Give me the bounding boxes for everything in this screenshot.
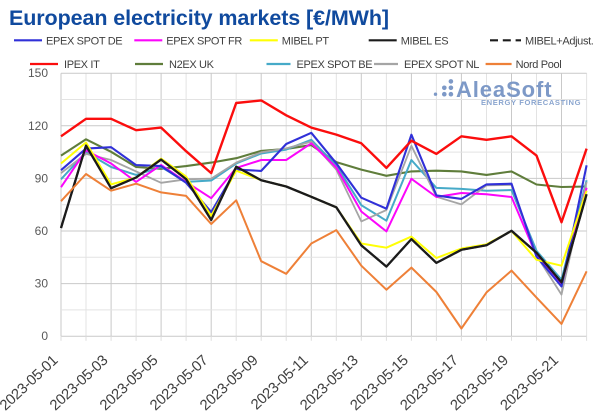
svg-text:AleaSoft: AleaSoft	[456, 77, 552, 102]
svg-text:EPEX SPOT NL: EPEX SPOT NL	[404, 59, 479, 71]
svg-text:N2EX UK: N2EX UK	[169, 59, 215, 71]
svg-text:EPEX SPOT DE: EPEX SPOT DE	[46, 35, 122, 47]
svg-text:EPEX SPOT BE: EPEX SPOT BE	[297, 59, 373, 71]
svg-text:ENERGY FORECASTING: ENERGY FORECASTING	[481, 98, 581, 107]
svg-text:MIBEL PT: MIBEL PT	[282, 35, 330, 47]
svg-text:MIBEL+Adjust.: MIBEL+Adjust.	[525, 35, 594, 47]
svg-text:0: 0	[41, 329, 48, 343]
svg-text:30: 30	[35, 277, 49, 291]
svg-text:Nord Pool: Nord Pool	[516, 59, 562, 71]
svg-text:60: 60	[35, 224, 49, 238]
svg-text:EPEX SPOT FR: EPEX SPOT FR	[166, 35, 242, 47]
svg-text:120: 120	[28, 119, 48, 133]
svg-text:MIBEL ES: MIBEL ES	[401, 35, 449, 47]
svg-text:90: 90	[35, 171, 49, 185]
svg-text:IPEX IT: IPEX IT	[64, 59, 100, 71]
svg-text:150: 150	[28, 66, 48, 80]
